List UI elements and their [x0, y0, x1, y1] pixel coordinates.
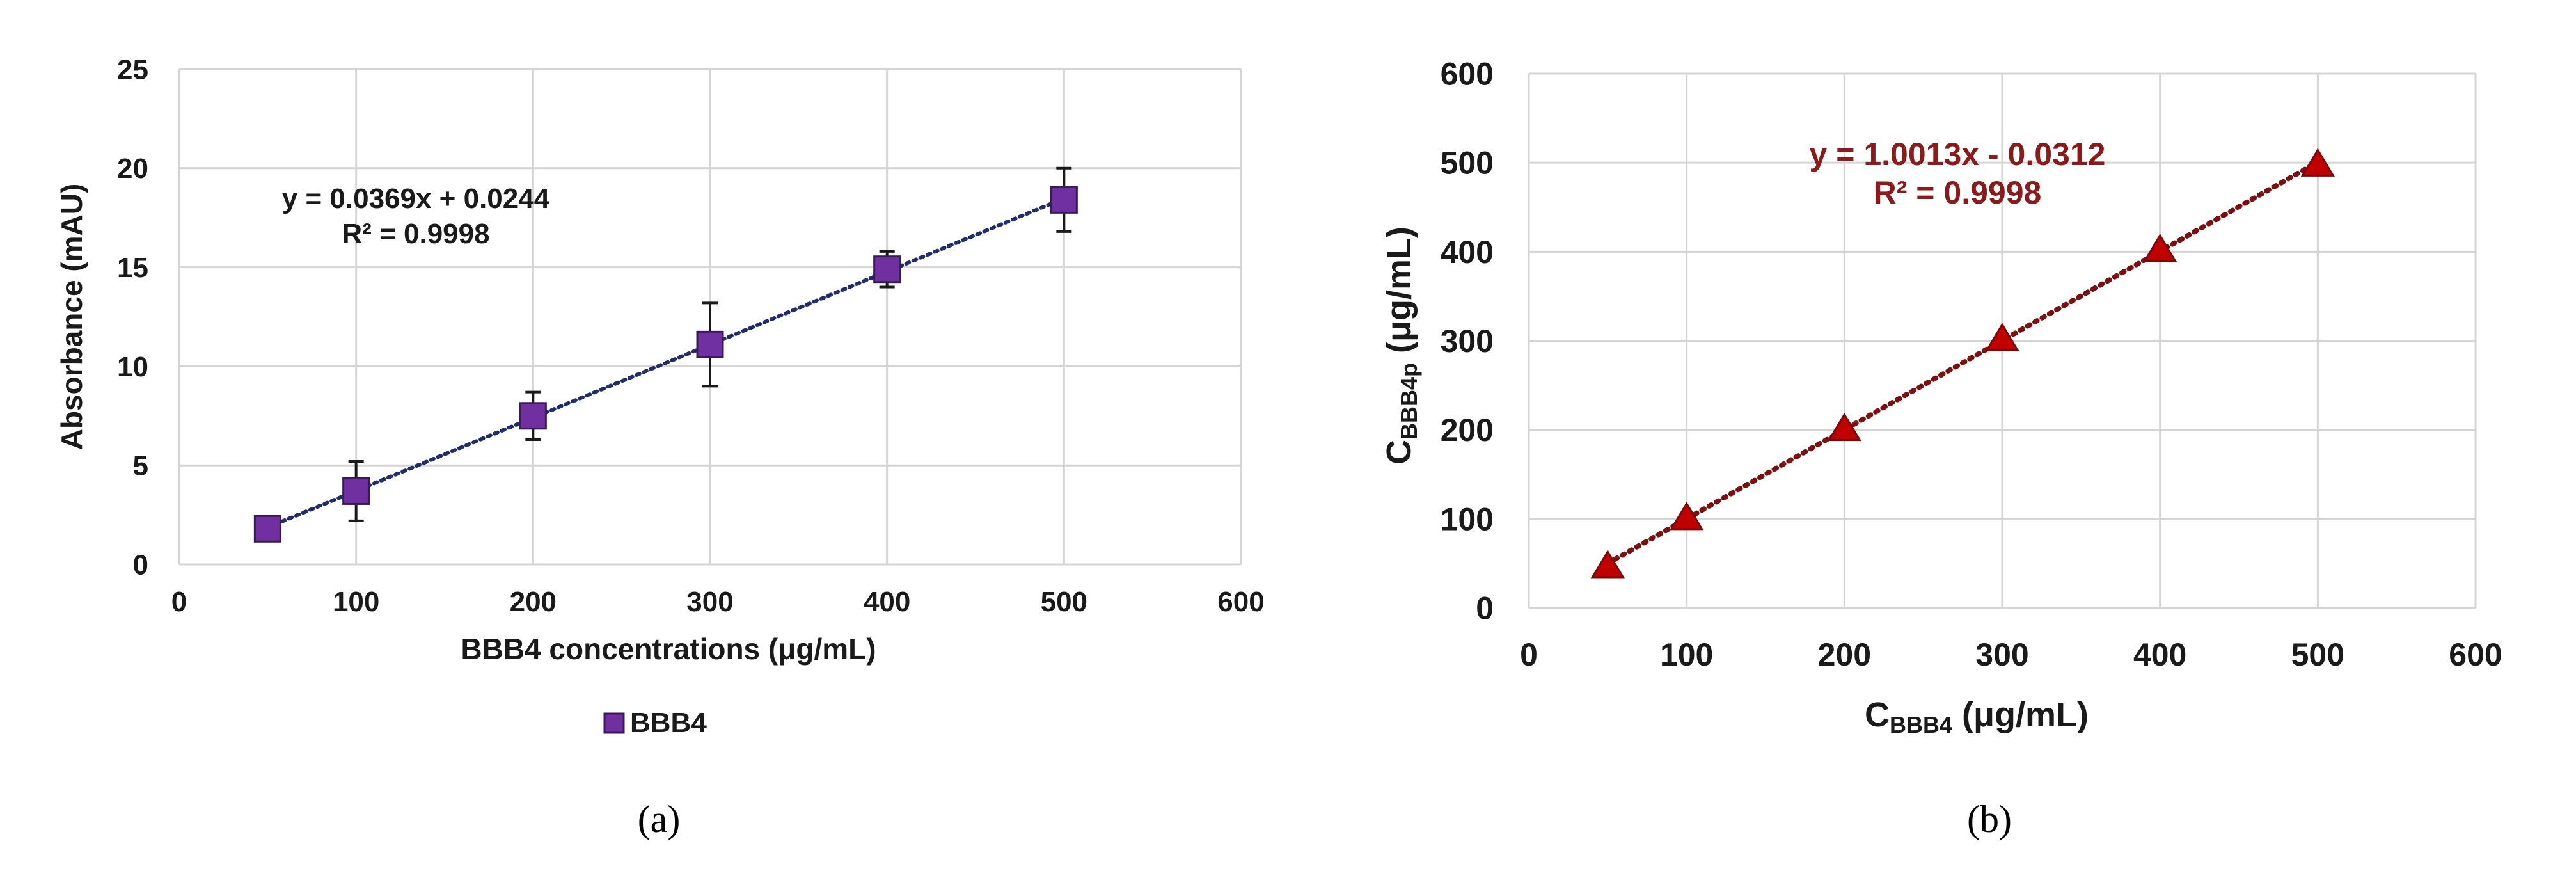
panel-label-a: (a) [638, 798, 681, 840]
x-axis-title-a: BBB4 concentrations (μg/mL) [461, 632, 876, 666]
x-tick-label: 100 [1660, 637, 1713, 673]
x-axis-title-b-main: C [1865, 696, 1890, 734]
data-point [1985, 323, 2019, 351]
data-point [1050, 186, 1078, 214]
data-point [1670, 501, 1704, 531]
y-tick-label: 15 [117, 252, 148, 284]
data-point [1827, 412, 1861, 442]
y-tick-label: 20 [117, 153, 148, 184]
y-tick-label: 200 [1441, 412, 1494, 448]
data-point [253, 515, 281, 543]
x-tick-label: 400 [864, 586, 910, 618]
x-tick-label: 0 [171, 586, 187, 618]
trendline [265, 196, 1066, 530]
r-squared-b: R² = 0.9998 [1874, 175, 2042, 211]
x-tick-label: 600 [1217, 586, 1264, 618]
data-point [873, 255, 901, 284]
y-tick-label: 0 [133, 549, 148, 580]
y-tick-label: 400 [1441, 234, 1494, 270]
legend-marker-a [603, 712, 625, 734]
y-axis-title-b: CBBB4p (μg/mL) [1380, 227, 1422, 465]
x-axis-title-b-unit: (μg/mL) [1952, 696, 2089, 734]
panel-label-b: (b) [1967, 798, 2012, 840]
y-tick-label: 10 [117, 351, 148, 383]
x-tick-label: 400 [2133, 637, 2186, 673]
y-tick-label: 500 [1441, 145, 1494, 181]
x-tick-label: 300 [1975, 637, 2028, 673]
x-tick-label: 500 [1041, 586, 1087, 618]
data-point [342, 477, 370, 505]
y-tick-label: 300 [1441, 323, 1494, 359]
data-point [1590, 550, 1625, 579]
y-tick-label: 0 [1476, 591, 1494, 627]
y-tick-label: 25 [117, 54, 148, 85]
y-tick-label: 5 [133, 451, 148, 482]
x-tick-label: 300 [686, 586, 733, 618]
data-point [2300, 148, 2335, 177]
x-tick-label: 0 [1520, 637, 1538, 673]
y-axis-title-b-sub: BBB4p [1396, 363, 1422, 440]
x-tick-label: 600 [2449, 637, 2502, 673]
data-point [519, 402, 547, 430]
chart-a: 0 5 10 15 20 25 0 100 200 300 400 500 600 y = 0.036… [55, 54, 1265, 840]
y-axis-title-a: Absorbance (mAU) [55, 184, 88, 451]
x-axis-title-b-sub: BBB4 [1890, 712, 1952, 738]
legend-a: BBB4 [603, 707, 707, 739]
trendline [1605, 159, 2321, 566]
x-tick-label: 500 [2291, 637, 2344, 673]
data-point [696, 330, 724, 358]
equation-b: y = 1.0013x - 0.0312 [1810, 136, 2106, 172]
data-point [2143, 234, 2177, 262]
x-axis-title-b: CBBB4 (μg/mL) [1865, 696, 2089, 738]
y-tick-label: 100 [1441, 501, 1494, 537]
x-tick-label: 200 [510, 586, 557, 618]
y-axis-title-b-unit: (μg/mL) [1380, 227, 1418, 363]
x-tick-label: 200 [1818, 637, 1871, 673]
x-tick-label: 100 [333, 586, 379, 618]
r-squared-a: R² = 0.9998 [342, 218, 489, 250]
y-axis-title-b-main: C [1380, 440, 1418, 465]
equation-a: y = 0.0369x + 0.0244 [282, 183, 550, 214]
legend-label-a: BBB4 [630, 707, 707, 739]
y-tick-label: 600 [1441, 56, 1494, 92]
